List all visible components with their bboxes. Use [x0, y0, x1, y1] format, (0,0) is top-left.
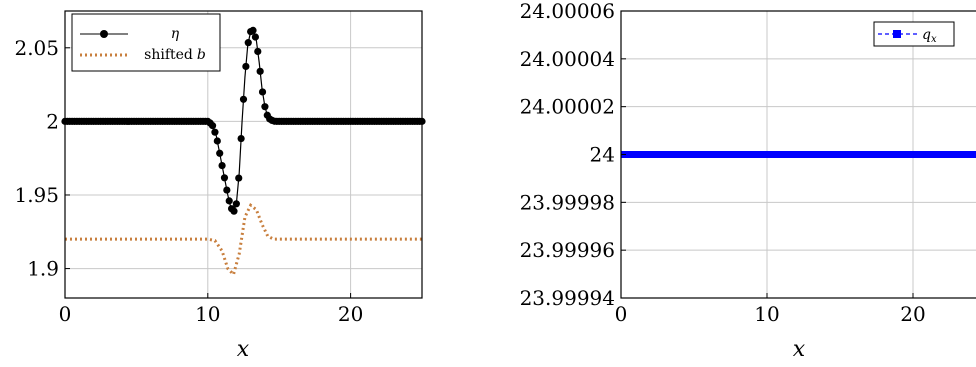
legend-eta-marker: [100, 30, 108, 38]
y-tick-label: 24: [590, 143, 615, 167]
x-tick-label: 0: [59, 302, 72, 326]
legend-qx-marker: [893, 30, 901, 38]
y-tick-label: 1.95: [14, 183, 59, 207]
right-ticks: 0 10 20 23.99994 23.99996 23.99998 24 24.00002 2…: [520, 0, 926, 326]
data-point: [208, 122, 217, 130]
legend-shifted-b-prefix: shifted: [144, 47, 193, 63]
y-tick-label: 23.99996: [520, 238, 615, 262]
data-point: [225, 197, 233, 205]
data-point: [213, 137, 221, 145]
left-plot-frame: [64, 10, 423, 299]
left-x-axis-label: x: [237, 337, 250, 362]
x-tick-label: 10: [195, 302, 220, 326]
data-point: [249, 26, 257, 34]
data-point: [232, 200, 240, 208]
y-tick-label: 2.05: [14, 36, 59, 60]
data-point: [220, 174, 229, 182]
y-tick-label: 24.00006: [520, 0, 615, 23]
data-point: [230, 207, 238, 215]
data-point: [216, 149, 224, 157]
y-tick-label: 23.99998: [520, 190, 615, 214]
data-point: [256, 67, 264, 75]
left-legend-box: [71, 13, 221, 72]
x-tick-label: 20: [900, 302, 925, 326]
y-tick-label: 1.9: [27, 257, 59, 281]
data-point: [211, 128, 219, 136]
left-legend: η shifted b: [71, 13, 221, 72]
data-point: [237, 134, 245, 143]
data-point: [223, 186, 231, 194]
y-tick-label: 2: [46, 109, 59, 133]
legend-qx-label: qx: [922, 27, 937, 45]
left-plot: 0 10 20 1.9 1.95 2 2.05 x η shifted b: [14, 10, 426, 362]
x-tick-label: 10: [754, 302, 779, 326]
data-point: [254, 47, 262, 56]
data-point: [244, 39, 252, 47]
data-point: [242, 62, 250, 71]
data-point: [258, 88, 267, 96]
left-series: [61, 26, 426, 278]
y-tick-label: 24.00002: [520, 95, 615, 119]
y-tick-label: 24.00004: [520, 47, 615, 71]
legend-shifted-b-var: b: [197, 47, 206, 63]
legend-eta-label: η: [171, 26, 180, 42]
right-plot: 0 10 20 23.99994 23.99996 23.99998 24 24.00002 2…: [520, 0, 976, 362]
y-tick-label: 23.99994: [520, 286, 615, 310]
series-line: [65, 202, 422, 278]
left-ticks: 0 10 20 1.9 1.95 2 2.05: [14, 36, 363, 326]
data-point: [251, 33, 259, 41]
x-tick-label: 0: [615, 302, 628, 326]
legend-shifted-b-label: shifted b: [144, 47, 206, 63]
legend-qx-sub: x: [931, 34, 937, 45]
x-tick-label: 20: [338, 302, 363, 326]
data-point: [218, 161, 226, 170]
right-legend: qx: [873, 21, 955, 47]
legend-qx-var: q: [922, 27, 931, 43]
right-x-axis-label: x: [793, 337, 806, 362]
data-point: [235, 174, 243, 182]
data-point: [261, 103, 269, 111]
data-point: [239, 95, 248, 103]
